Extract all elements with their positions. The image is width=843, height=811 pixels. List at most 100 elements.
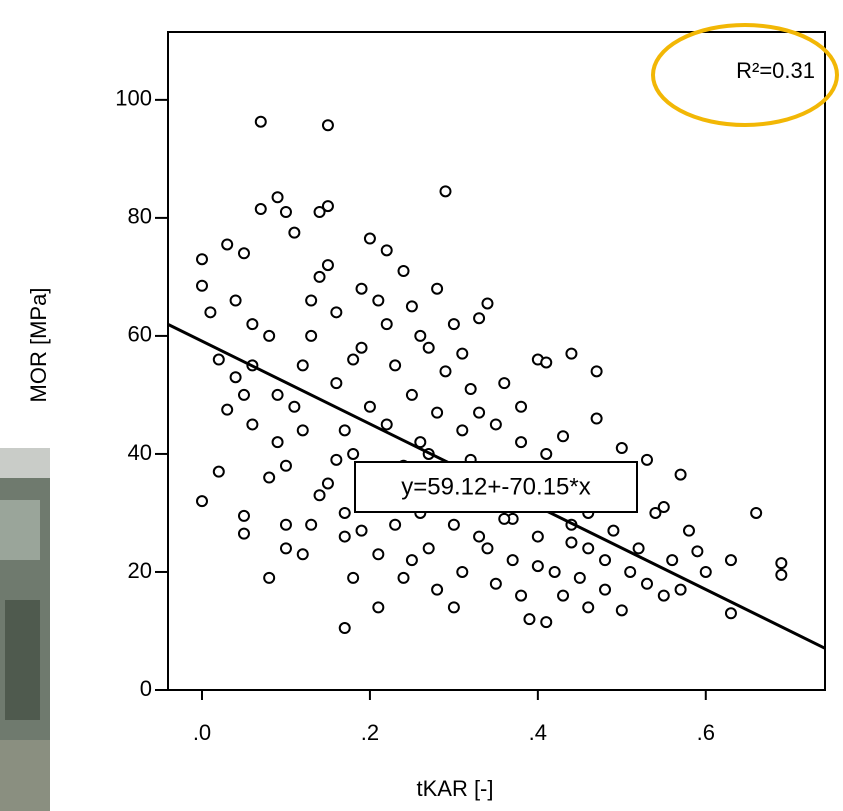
data-point <box>582 542 595 555</box>
data-point <box>321 200 334 213</box>
plot-frame <box>167 31 826 691</box>
data-point <box>296 424 309 437</box>
data-point <box>548 565 561 578</box>
data-point <box>456 424 469 437</box>
data-point <box>447 318 460 331</box>
data-point <box>615 604 628 617</box>
data-point <box>196 279 209 292</box>
data-point <box>422 542 435 555</box>
data-point <box>414 329 427 342</box>
x-tick-label: .4 <box>529 720 547 745</box>
data-point <box>330 306 343 319</box>
data-point <box>221 403 234 416</box>
data-point <box>363 232 376 245</box>
data-point <box>405 554 418 567</box>
x-axis-label: tKAR [-] <box>416 776 493 801</box>
data-point <box>456 347 469 360</box>
data-point <box>271 388 284 401</box>
data-point <box>372 601 385 614</box>
data-point <box>237 527 250 540</box>
data-point <box>498 512 511 525</box>
equation-box <box>354 461 638 513</box>
data-point <box>347 571 360 584</box>
y-tick-label: 60 <box>128 322 152 347</box>
data-point <box>254 115 267 128</box>
overlay-layer: y=59.12+-70.15*x <box>167 323 826 650</box>
x-tick-label: .2 <box>361 720 379 745</box>
data-point <box>515 589 528 602</box>
data-point <box>699 565 712 578</box>
data-point <box>691 545 704 558</box>
data-point <box>573 571 586 584</box>
equation-label: y=59.12+-70.15*x <box>401 473 590 500</box>
data-point <box>657 501 670 514</box>
data-point <box>674 583 687 596</box>
data-point <box>305 329 318 342</box>
data-point <box>347 353 360 366</box>
data-point <box>439 365 452 378</box>
data-point <box>246 418 259 431</box>
data-point <box>296 548 309 561</box>
data-point <box>607 524 620 537</box>
data-point <box>775 568 788 581</box>
data-point <box>237 388 250 401</box>
data-point <box>355 341 368 354</box>
data-point <box>254 203 267 216</box>
data-point <box>389 359 402 372</box>
data-point <box>531 530 544 543</box>
data-point <box>557 430 570 443</box>
data-point <box>196 253 209 266</box>
data-point <box>540 356 553 369</box>
data-point <box>196 495 209 508</box>
data-point <box>498 377 511 390</box>
data-point <box>355 282 368 295</box>
data-point <box>682 524 695 537</box>
data-point <box>355 524 368 537</box>
points-layer <box>196 115 788 635</box>
data-point <box>305 518 318 531</box>
y-tick-label: 0 <box>140 676 152 701</box>
data-point <box>422 341 435 354</box>
photo-fragment <box>0 448 50 811</box>
data-point <box>380 244 393 257</box>
data-point <box>489 577 502 590</box>
data-point <box>464 383 477 396</box>
data-point <box>279 459 292 472</box>
data-point <box>531 560 544 573</box>
data-point <box>657 589 670 602</box>
data-point <box>321 477 334 490</box>
data-point <box>481 297 494 310</box>
data-point <box>338 622 351 635</box>
data-point <box>590 365 603 378</box>
data-point <box>363 400 376 413</box>
data-point <box>599 554 612 567</box>
data-point <box>489 418 502 431</box>
y-tick-label: 20 <box>128 558 152 583</box>
y-tick-label: 80 <box>128 204 152 229</box>
data-point <box>313 489 326 502</box>
data-point <box>674 468 687 481</box>
data-point <box>515 400 528 413</box>
data-point <box>330 377 343 390</box>
data-point <box>447 601 460 614</box>
data-point <box>456 565 469 578</box>
data-point <box>599 583 612 596</box>
data-point <box>313 205 326 218</box>
data-point <box>237 509 250 522</box>
data-point <box>321 119 334 132</box>
y-axis-label: MOR [MPa] <box>26 288 51 403</box>
data-point <box>397 265 410 278</box>
data-point <box>523 613 536 626</box>
x-tick-label: .6 <box>697 720 715 745</box>
data-point <box>271 191 284 204</box>
data-point <box>615 442 628 455</box>
data-point <box>775 557 788 570</box>
data-point <box>330 453 343 466</box>
y-tick-label: 100 <box>115 86 152 111</box>
data-point <box>431 282 444 295</box>
data-point <box>447 518 460 531</box>
data-point <box>347 447 360 460</box>
data-point <box>321 259 334 272</box>
data-point <box>229 294 242 307</box>
